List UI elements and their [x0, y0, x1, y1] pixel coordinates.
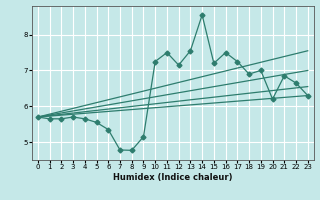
- X-axis label: Humidex (Indice chaleur): Humidex (Indice chaleur): [113, 173, 233, 182]
